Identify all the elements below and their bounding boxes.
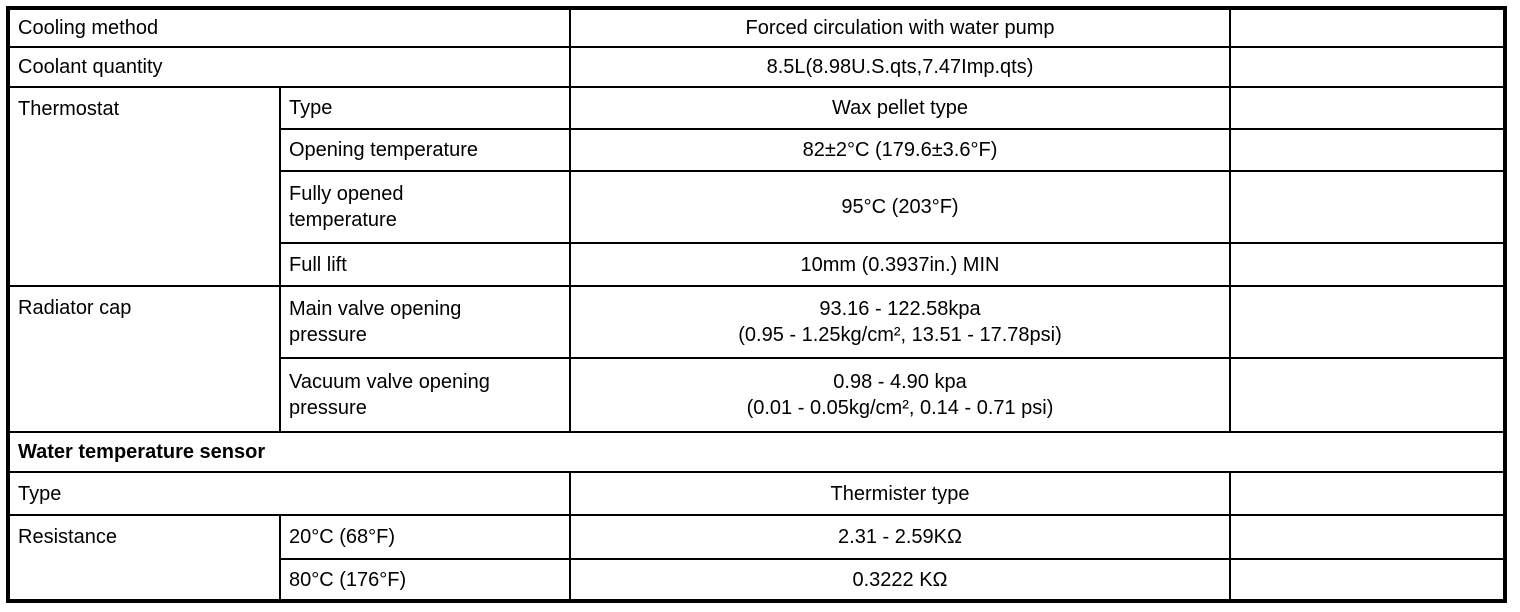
- fully-opened-temperature-value: 95°C (203°F): [569, 170, 1231, 244]
- coolant-quantity-label: Coolant quantity: [7, 46, 571, 88]
- empty-cell: [1229, 86, 1506, 130]
- full-lift-value: 10mm (0.3937in.) MIN: [569, 242, 1231, 287]
- vacuum-valve-opening-pressure-label: Vacuum valve opening pressure: [279, 357, 571, 433]
- empty-cell: [1229, 357, 1506, 433]
- table-row: Radiator cap Main valve opening pressure…: [7, 285, 1506, 433]
- thermostat-type-label: Type: [279, 86, 571, 130]
- fully-opened-temperature-label: Fully opened temperature: [279, 170, 571, 244]
- table-row: Fully opened temperature 95°C (203°F): [8, 170, 1506, 244]
- empty-cell: [1229, 128, 1506, 172]
- water-temperature-sensor-header: Water temperature sensor: [7, 431, 1506, 473]
- table-row: Thermostat Type Wax pellet type: [7, 86, 1506, 287]
- table-row: Cooling method Forced circulation with w…: [7, 7, 1506, 48]
- main-valve-opening-pressure-label: Main valve opening pressure: [279, 285, 571, 359]
- opening-temperature-label: Opening temperature: [279, 128, 571, 172]
- table-row: 80°C (176°F) 0.3222 KΩ: [8, 558, 1506, 602]
- empty-cell: [1229, 46, 1506, 88]
- table-row: Vacuum valve opening pressure 0.98 - 4.9…: [8, 357, 1506, 433]
- resistance-label: Resistance: [7, 514, 281, 602]
- resistance-80c-value: 0.3222 KΩ: [569, 558, 1231, 602]
- resistance-80c-label: 80°C (176°F): [279, 558, 571, 602]
- cooling-method-label: Cooling method: [7, 7, 571, 48]
- opening-temperature-value: 82±2°C (179.6±3.6°F): [569, 128, 1231, 172]
- full-lift-label: Full lift: [279, 242, 571, 287]
- empty-cell: [1229, 558, 1506, 602]
- vacuum-valve-opening-pressure-value: 0.98 - 4.90 kpa (0.01 - 0.05kg/cm², 0.14…: [569, 357, 1231, 433]
- empty-cell: [1229, 471, 1506, 516]
- wts-type-label: Type: [7, 471, 571, 516]
- resistance-20c-label: 20°C (68°F): [279, 514, 571, 560]
- main-valve-opening-pressure-value: 93.16 - 122.58kpa (0.95 - 1.25kg/cm², 13…: [569, 285, 1231, 359]
- cooling-method-value: Forced circulation with water pump: [569, 7, 1231, 48]
- empty-cell: [1229, 242, 1506, 287]
- table-row: Resistance 20°C (68°F) 2.31 - 2.59KΩ: [7, 514, 1506, 602]
- thermostat-type-value: Wax pellet type: [569, 86, 1231, 130]
- empty-cell: [1229, 170, 1506, 244]
- cooling-system-spec-table: Cooling method Forced circulation with w…: [6, 6, 1507, 603]
- radiator-cap-label: Radiator cap: [7, 285, 281, 433]
- table-row: Type Thermister type: [7, 471, 1506, 516]
- table-row: Opening temperature 82±2°C (179.6±3.6°F): [8, 128, 1506, 172]
- coolant-quantity-value: 8.5L(8.98U.S.qts,7.47Imp.qts): [569, 46, 1231, 88]
- resistance-20c-value: 2.31 - 2.59KΩ: [569, 514, 1231, 560]
- thermostat-label: Thermostat: [7, 86, 281, 287]
- wts-type-value: Thermister type: [569, 471, 1231, 516]
- table-row: Water temperature sensor: [7, 431, 1506, 473]
- table-row: Coolant quantity 8.5L(8.98U.S.qts,7.47Im…: [7, 46, 1506, 88]
- table-row: Full lift 10mm (0.3937in.) MIN: [8, 242, 1506, 287]
- empty-cell: [1229, 285, 1506, 359]
- empty-cell: [1229, 7, 1506, 48]
- empty-cell: [1229, 514, 1506, 560]
